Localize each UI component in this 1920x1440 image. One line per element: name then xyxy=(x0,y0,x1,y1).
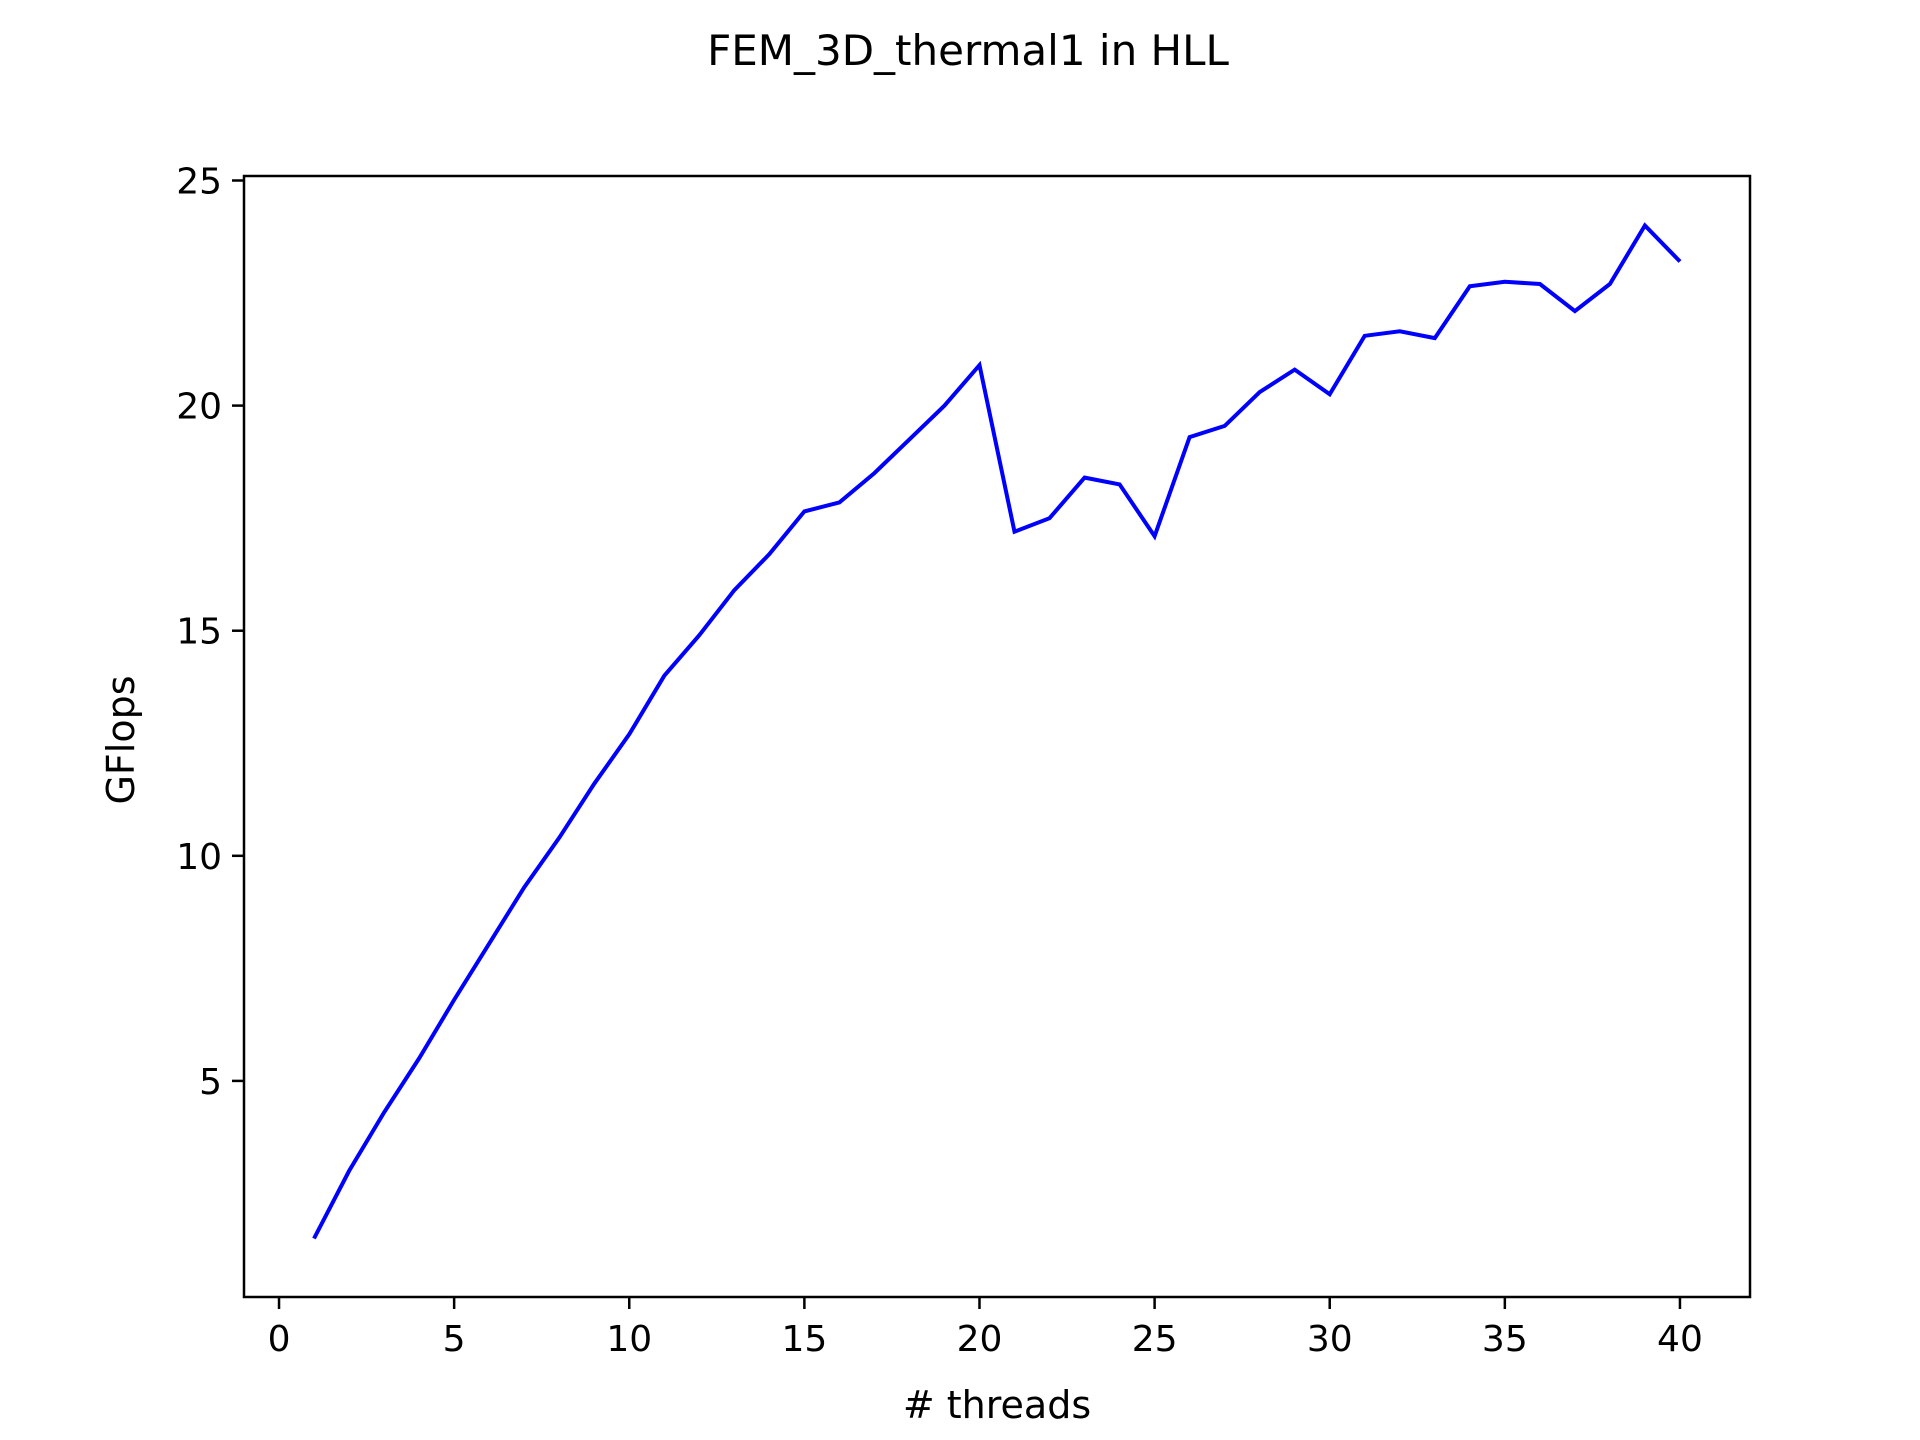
y-axis-ticks: 5 10 15 20 25 xyxy=(176,162,244,1103)
plot-frame xyxy=(242,174,1752,1299)
y-tick-label: 5 xyxy=(199,1062,222,1103)
y-tick-label: 25 xyxy=(176,162,222,203)
x-tick-label: 15 xyxy=(781,1319,827,1360)
y-axis-label: GFlops xyxy=(99,675,143,804)
x-tick-label: 35 xyxy=(1482,1319,1528,1360)
chart-title: FEM_3D_thermal1 in HLL xyxy=(707,26,1229,75)
x-tick-label: 10 xyxy=(606,1319,652,1360)
x-tick-label: 0 xyxy=(268,1319,291,1360)
x-tick-label: 30 xyxy=(1307,1319,1353,1360)
x-axis-label: # threads xyxy=(903,1383,1091,1427)
y-tick-label: 20 xyxy=(176,387,222,428)
y-tick-label: 10 xyxy=(176,837,222,878)
series-line xyxy=(312,222,1682,1240)
x-tick-label: 25 xyxy=(1132,1319,1178,1360)
x-tick-label: 40 xyxy=(1657,1319,1703,1360)
x-axis-ticks: 0 5 10 15 20 25 30 35 40 xyxy=(268,1297,1703,1360)
x-tick-label: 5 xyxy=(443,1319,466,1360)
x-tick-label: 20 xyxy=(957,1319,1003,1360)
y-tick-label: 15 xyxy=(176,612,222,653)
